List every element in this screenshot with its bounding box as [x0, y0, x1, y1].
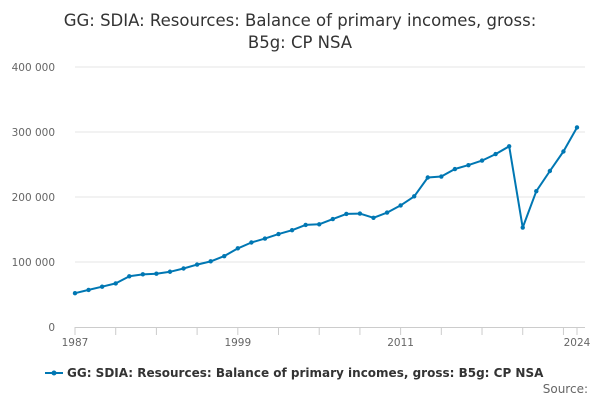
data-point[interactable] [452, 166, 458, 172]
data-point[interactable] [208, 259, 213, 264]
data-point[interactable] [127, 274, 132, 279]
y-tick-label: 300 000 [12, 127, 55, 139]
data-point[interactable] [425, 175, 430, 180]
chart-title: GG: SDIA: Resources: Balance of primary … [64, 11, 537, 52]
data-point[interactable] [466, 162, 471, 168]
data-point[interactable] [574, 125, 580, 130]
data-point[interactable] [249, 240, 254, 245]
data-point[interactable] [86, 287, 91, 293]
data-point[interactable] [276, 231, 281, 237]
x-tick-label: 1987 [62, 337, 89, 349]
chart-title-line-2: B5g: CP NSA [248, 33, 353, 52]
data-point[interactable] [371, 215, 376, 220]
x-axis: 1987 1999 2011 2024 [62, 327, 591, 349]
data-point[interactable] [439, 174, 444, 179]
data-point[interactable] [113, 281, 118, 286]
y-tick-label: 100 000 [12, 257, 55, 269]
y-axis-tick-labels: 0 100 000 200 000 300 000 400 000 [12, 62, 55, 334]
data-point[interactable] [140, 272, 146, 277]
data-point[interactable] [506, 144, 512, 149]
data-point[interactable] [303, 222, 308, 228]
data-point[interactable] [222, 253, 227, 259]
data-point[interactable] [411, 194, 417, 199]
data-point[interactable] [534, 188, 539, 194]
y-tick-label: 0 [48, 322, 55, 334]
x-tick-label: 2024 [564, 337, 591, 349]
series-line [74, 127, 578, 295]
data-point[interactable] [384, 210, 390, 215]
y-tick-label: 200 000 [12, 192, 55, 204]
data-point[interactable] [167, 269, 173, 274]
data-point[interactable] [194, 262, 200, 267]
data-point[interactable] [262, 236, 268, 241]
legend[interactable]: GG: SDIA: Resources: Balance of primary … [45, 366, 544, 380]
data-point[interactable] [344, 211, 349, 217]
y-tick-label: 400 000 [12, 62, 55, 74]
data-point[interactable] [479, 158, 485, 163]
legend-point-marker [51, 370, 57, 376]
data-point[interactable] [289, 227, 295, 233]
data-point[interactable] [561, 149, 566, 154]
data-point[interactable] [72, 291, 78, 296]
source-label: Source: [543, 382, 588, 396]
data-point[interactable] [99, 284, 105, 289]
data-point[interactable] [398, 203, 403, 208]
x-tick-label: 2011 [387, 337, 414, 349]
legend-label: GG: SDIA: Resources: Balance of primary … [67, 366, 544, 380]
gridlines [75, 66, 585, 263]
data-point[interactable] [520, 225, 525, 230]
data-point[interactable] [154, 271, 159, 276]
x-tick-label: 1999 [224, 337, 251, 349]
data-point[interactable] [235, 246, 241, 251]
data-point[interactable] [317, 222, 322, 227]
data-series [72, 125, 580, 296]
data-point[interactable] [547, 168, 553, 174]
data-point[interactable] [357, 211, 363, 216]
chart-title-line-1: GG: SDIA: Resources: Balance of primary … [64, 11, 537, 30]
data-point[interactable] [181, 266, 186, 271]
data-point[interactable] [493, 151, 498, 157]
data-point[interactable] [330, 216, 335, 222]
